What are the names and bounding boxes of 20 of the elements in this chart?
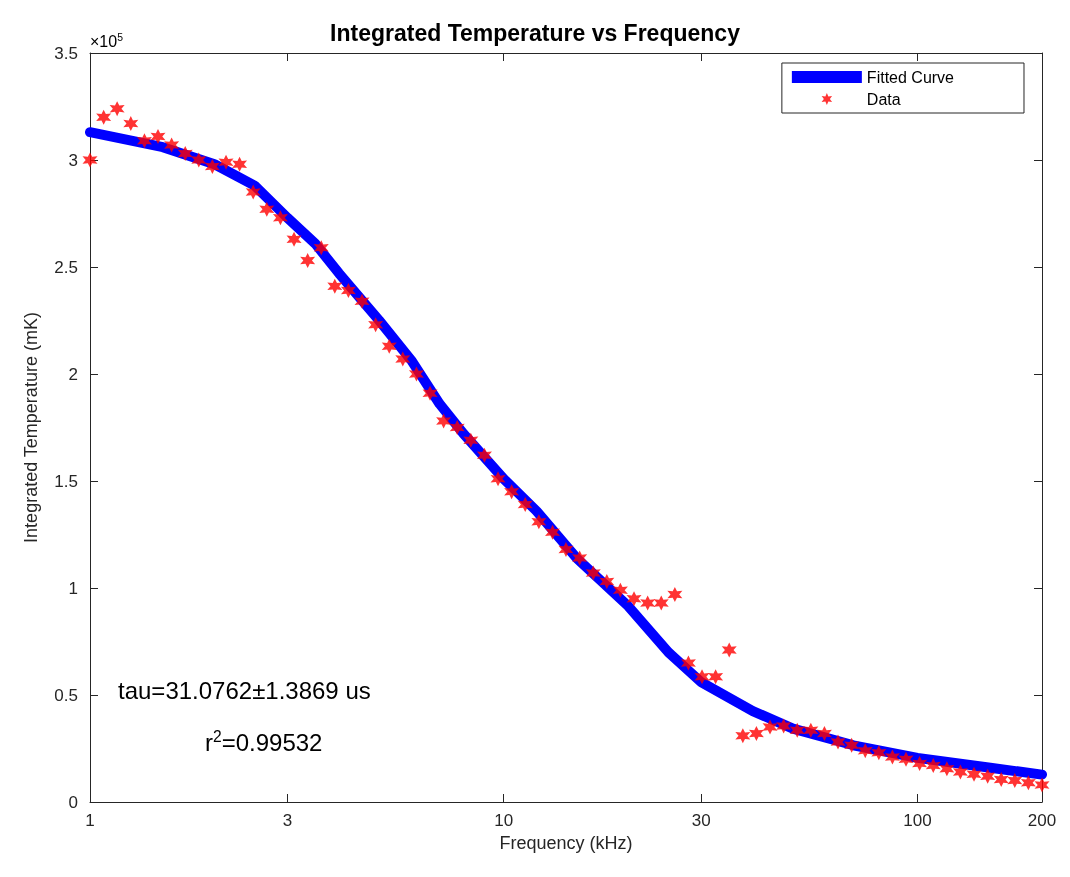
x-tick-label: 10 — [494, 811, 514, 830]
x-tick-label: 3 — [282, 811, 293, 830]
annotation: tau=31.0762±1.3869 us — [118, 676, 371, 704]
x-tick-label: 100 — [903, 811, 932, 830]
legend-label: Fitted Curve — [866, 68, 955, 86]
y-tick-label: 1.5 — [54, 471, 78, 491]
y-tick-label: 0.5 — [54, 685, 78, 705]
y-tick-label: 3 — [68, 150, 78, 170]
x-tick-label: 30 — [691, 811, 711, 830]
y-axis-title: Integrated Temperature (mK) — [21, 312, 41, 543]
y-tick-label: 2 — [68, 364, 78, 384]
y-tick-label: 2.5 — [54, 257, 78, 277]
x-tick-label: 200 — [1027, 811, 1057, 830]
legend-label: Data — [866, 90, 901, 108]
y-tick-label: 3.5 — [54, 43, 78, 63]
x-tick-label: 1 — [85, 811, 95, 830]
chart-title: Integrated Temperature vs Frequency — [330, 19, 741, 46]
y-tick-label: 1 — [68, 578, 78, 598]
y-tick-label: 0 — [68, 792, 78, 812]
x-axis-title: Frequency (kHz) — [499, 832, 633, 853]
